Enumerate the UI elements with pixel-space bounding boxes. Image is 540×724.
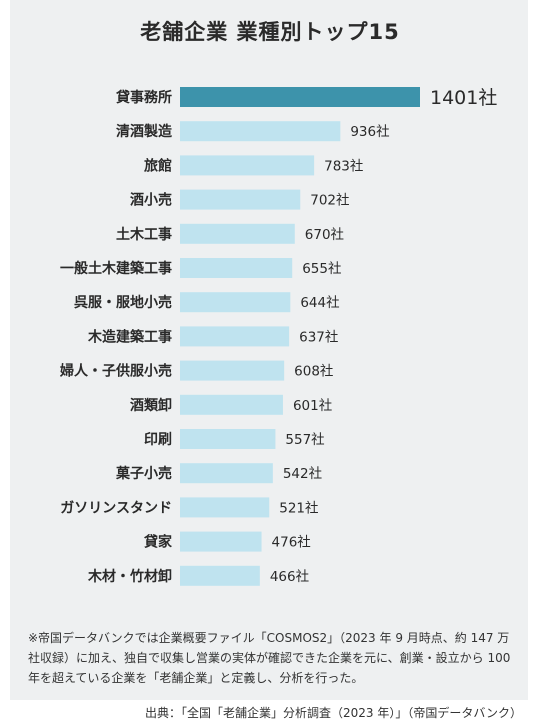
category-label: 酒小売 (130, 192, 172, 209)
value-label: 644社 (300, 295, 339, 311)
category-label: 酒類卸 (130, 397, 172, 414)
category-label: 呉服・服地小売 (74, 294, 172, 311)
footnote: ※帝国データバンクでは企業概要ファイル「COSMOS2」（2023 年 9 月時… (28, 631, 511, 685)
bar (180, 258, 293, 278)
value-label: 637社 (299, 329, 338, 345)
value-label: 608社 (294, 364, 333, 380)
category-label: 清酒製造 (116, 123, 172, 140)
bar (180, 87, 420, 107)
source-note: 出典：「全国「老舗企業」分析調査（2023 年）」（帝国データバンク） (145, 706, 522, 720)
category-label: 木材・竹材卸 (87, 568, 172, 585)
bar (180, 121, 341, 142)
value-label: 521社 (279, 500, 318, 516)
bar (180, 360, 285, 381)
bar (180, 429, 276, 449)
chart-panel (10, 0, 528, 700)
category-label: 旅館 (144, 157, 172, 174)
category-label: 印刷 (144, 431, 172, 448)
bar (180, 497, 270, 518)
bar (180, 155, 315, 176)
value-label: 466社 (270, 569, 309, 585)
value-label: 476社 (272, 535, 311, 551)
bar (180, 223, 295, 244)
bar (180, 394, 283, 415)
category-label: 婦人・子供服小売 (59, 363, 172, 380)
category-label: 木造建築工事 (87, 328, 172, 345)
bar (180, 292, 291, 313)
value-label: 1401社 (430, 87, 497, 109)
category-label: 菓子小売 (115, 465, 172, 482)
value-label: 670社 (305, 227, 344, 243)
category-label: 一般土木建築工事 (60, 260, 172, 277)
value-label: 655社 (302, 261, 341, 277)
chart-title: 老舗企業 業種別トップ15 (140, 20, 400, 44)
bar (180, 189, 301, 210)
bar (180, 463, 273, 484)
value-label: 601社 (293, 398, 332, 414)
value-label: 702社 (310, 193, 349, 209)
bar (180, 565, 260, 586)
category-label: 貸事務所 (115, 89, 172, 106)
value-label: 542社 (283, 466, 322, 482)
value-label: 557社 (285, 432, 324, 448)
bar (180, 531, 262, 552)
category-label: 貸家 (143, 534, 173, 551)
bar (180, 326, 290, 347)
value-label: 783社 (324, 158, 363, 174)
category-label: ガソリンスタンド (60, 500, 172, 516)
category-label: 土木工事 (116, 226, 172, 243)
value-label: 936社 (350, 124, 389, 140)
